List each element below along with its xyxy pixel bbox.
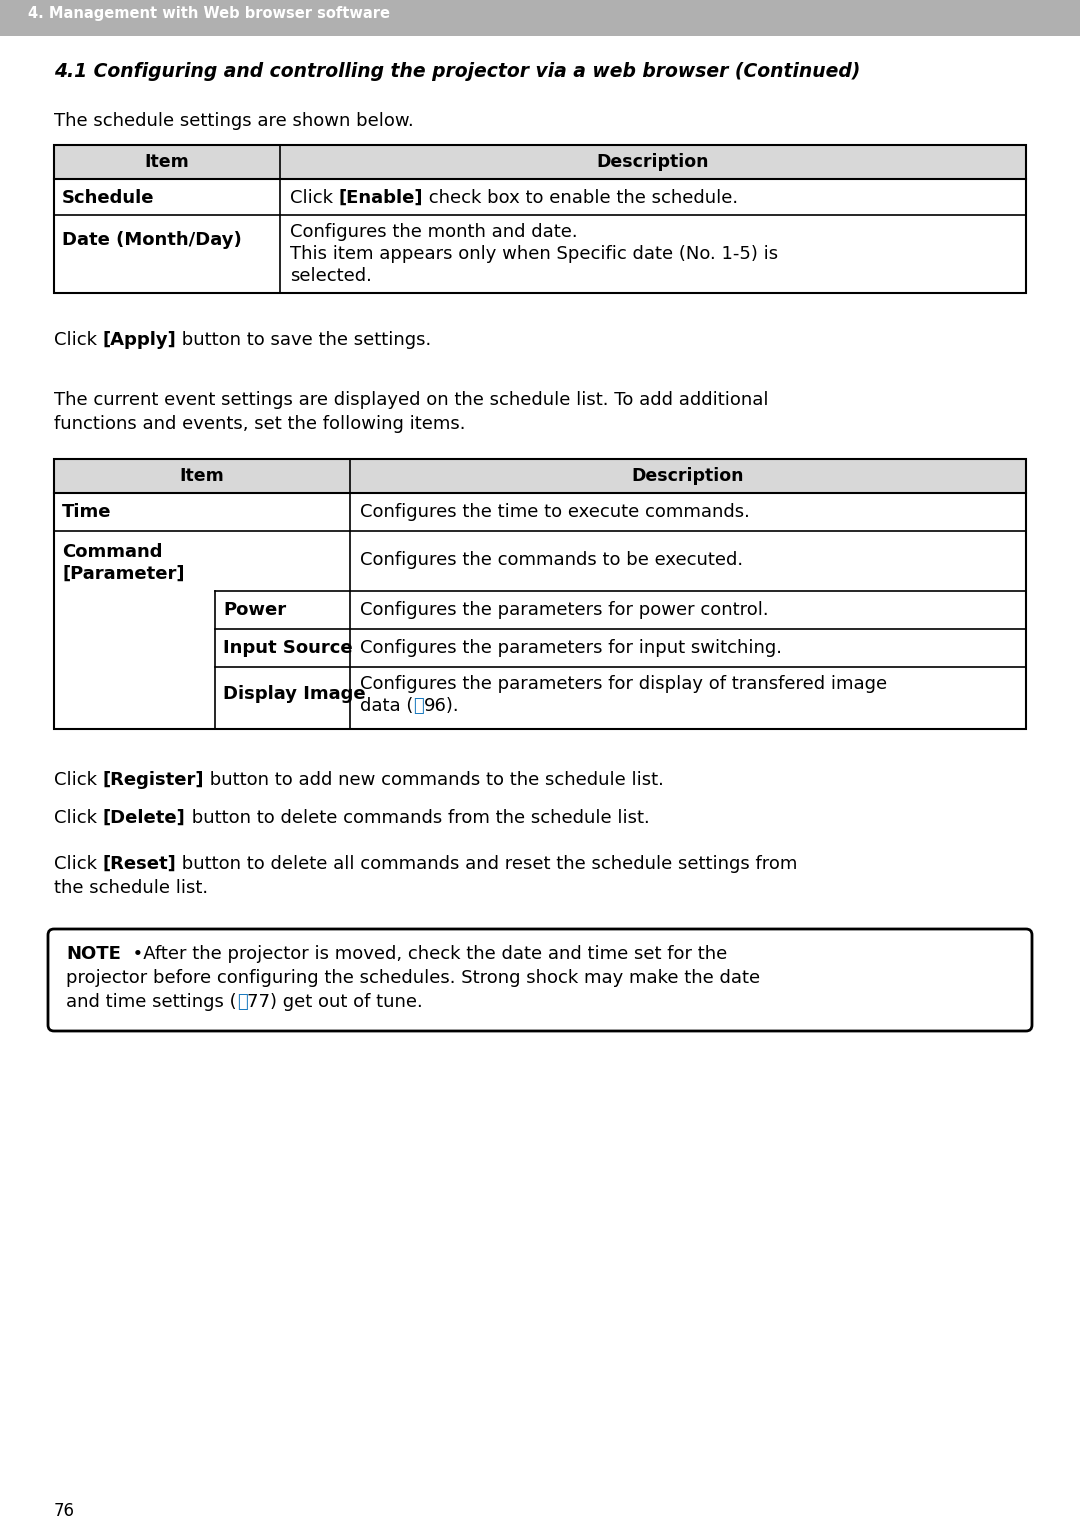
- Text: data (: data (: [360, 697, 414, 715]
- Text: Item: Item: [179, 467, 225, 486]
- Text: [Parameter]: [Parameter]: [62, 565, 185, 584]
- Text: 📖: 📖: [237, 993, 247, 1011]
- Text: Command: Command: [62, 542, 162, 561]
- Text: check box to enable the schedule.: check box to enable the schedule.: [423, 188, 739, 207]
- Text: Click: Click: [54, 771, 103, 789]
- Text: 📖: 📖: [414, 697, 424, 715]
- Text: the schedule list.: the schedule list.: [54, 879, 208, 898]
- Text: 77) get out of tune.: 77) get out of tune.: [247, 993, 423, 1011]
- Text: 4. Management with Web browser software: 4. Management with Web browser software: [28, 6, 390, 21]
- Text: [Apply]: [Apply]: [103, 331, 176, 349]
- Text: Click: Click: [54, 809, 103, 827]
- Text: Description: Description: [597, 153, 710, 172]
- Text: button to delete all commands and reset the schedule settings from: button to delete all commands and reset …: [176, 855, 798, 873]
- Text: [Register]: [Register]: [103, 771, 204, 789]
- Text: and time settings (: and time settings (: [66, 993, 237, 1011]
- Text: 96).: 96).: [424, 697, 460, 715]
- Text: Click: Click: [291, 188, 339, 207]
- Text: Configures the parameters for input switching.: Configures the parameters for input swit…: [360, 639, 782, 657]
- Bar: [54, 146, 1026, 293]
- Text: [Enable]: [Enable]: [339, 188, 423, 207]
- Text: The current event settings are displayed on the schedule list. To add additional: The current event settings are displayed…: [54, 391, 769, 409]
- Text: Click: Click: [54, 855, 103, 873]
- Text: Configures the time to execute commands.: Configures the time to execute commands.: [360, 502, 750, 521]
- Text: The schedule settings are shown below.: The schedule settings are shown below.: [54, 112, 414, 130]
- Text: Power: Power: [222, 601, 286, 619]
- Text: button to save the settings.: button to save the settings.: [176, 331, 432, 349]
- Bar: [54, 460, 1026, 729]
- Text: selected.: selected.: [291, 267, 372, 285]
- Text: Click: Click: [54, 331, 103, 349]
- Text: NOTE: NOTE: [66, 945, 121, 964]
- Text: functions and events, set the following items.: functions and events, set the following …: [54, 415, 465, 434]
- Text: button to delete commands from the schedule list.: button to delete commands from the sched…: [186, 809, 649, 827]
- Bar: [54, 460, 1026, 493]
- Text: Date (Month/Day): Date (Month/Day): [62, 231, 242, 250]
- Bar: [54, 146, 1026, 179]
- Text: Time: Time: [62, 502, 111, 521]
- Text: Schedule: Schedule: [62, 188, 154, 207]
- Text: [Reset]: [Reset]: [103, 855, 176, 873]
- Text: 76: 76: [54, 1501, 75, 1520]
- Text: Item: Item: [145, 153, 189, 172]
- Text: Configures the commands to be executed.: Configures the commands to be executed.: [360, 552, 743, 568]
- Text: Configures the parameters for display of transfered image: Configures the parameters for display of…: [360, 676, 887, 692]
- Text: Description: Description: [632, 467, 744, 486]
- Text: [Delete]: [Delete]: [103, 809, 186, 827]
- Text: Input Source: Input Source: [222, 639, 353, 657]
- FancyBboxPatch shape: [48, 928, 1032, 1031]
- Text: •After the projector is moved, check the date and time set for the: •After the projector is moved, check the…: [121, 945, 727, 964]
- Text: This item appears only when Specific date (No. 1-5) is: This item appears only when Specific dat…: [291, 245, 778, 264]
- Text: Configures the parameters for power control.: Configures the parameters for power cont…: [360, 601, 769, 619]
- Text: button to add new commands to the schedule list.: button to add new commands to the schedu…: [204, 771, 664, 789]
- Text: Display Image: Display Image: [222, 685, 366, 703]
- Text: Configures the month and date.: Configures the month and date.: [291, 224, 578, 241]
- Text: projector before configuring the schedules. Strong shock may make the date: projector before configuring the schedul…: [66, 970, 760, 987]
- Text: 4.1 Configuring and controlling the projector via a web browser (Continued): 4.1 Configuring and controlling the proj…: [54, 61, 861, 81]
- Bar: [0, 0, 1080, 35]
